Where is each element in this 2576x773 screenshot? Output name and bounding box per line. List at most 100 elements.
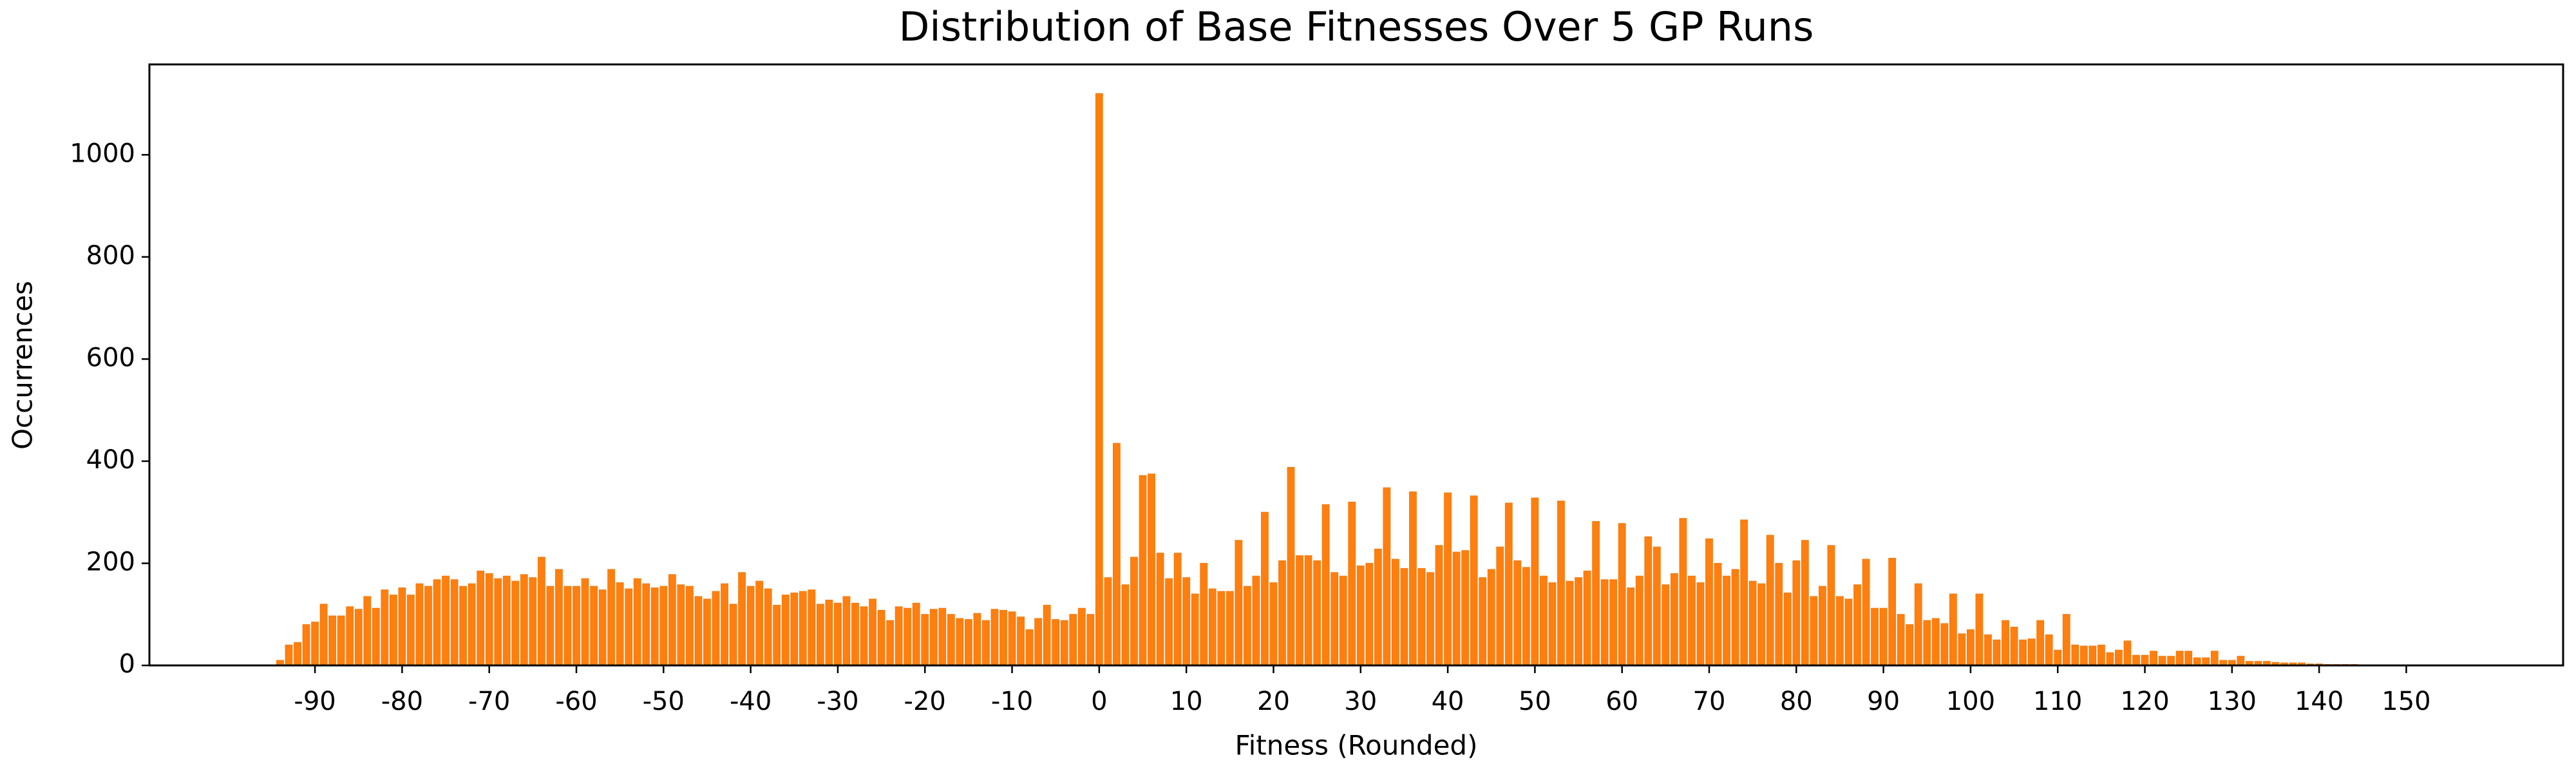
y-tick-label: 600: [86, 343, 135, 372]
bar: [721, 583, 728, 666]
bar: [2132, 654, 2140, 666]
y-tick-label: 1000: [70, 138, 135, 168]
bar: [1077, 607, 1086, 666]
bar: [1034, 618, 1043, 666]
bar: [633, 578, 641, 666]
bar: [2045, 634, 2053, 666]
bar: [1757, 583, 1766, 666]
bar: [659, 586, 668, 666]
bar: [311, 622, 319, 666]
bar: [1522, 567, 1530, 666]
bar: [1539, 575, 1548, 666]
bar: [2002, 620, 2009, 666]
bar: [2071, 644, 2079, 666]
bar: [1984, 634, 1992, 666]
bar: [1844, 598, 1853, 666]
bar: [468, 583, 476, 666]
bar: [746, 586, 755, 666]
bar: [1871, 607, 1879, 666]
y-tick-label: 800: [86, 241, 135, 271]
bar: [502, 575, 511, 666]
x-tick-label: -40: [730, 687, 772, 716]
bar: [372, 607, 380, 666]
bar: [842, 596, 851, 666]
bar: [982, 620, 990, 666]
bar: [929, 609, 938, 666]
bar: [1879, 607, 1888, 666]
bar: [1888, 558, 1897, 666]
x-tick-label: -10: [991, 687, 1033, 716]
bar: [1348, 501, 1356, 666]
bar: [1723, 575, 1730, 666]
x-tick-label: 130: [2208, 687, 2257, 716]
bar: [1313, 560, 1321, 666]
bar: [1156, 553, 1164, 666]
bar: [2175, 651, 2184, 666]
bar: [337, 615, 345, 666]
x-tick-label: -60: [555, 687, 597, 716]
x-tick-label: 140: [2295, 687, 2344, 716]
x-tick-label: 120: [2120, 687, 2169, 716]
x-tick-label: 0: [1091, 687, 1107, 716]
bar: [1365, 562, 1374, 666]
bar: [581, 578, 589, 666]
bar: [1287, 466, 1295, 666]
bar: [459, 586, 468, 666]
bar: [1740, 519, 1748, 666]
x-tick-label: -30: [817, 687, 858, 716]
bar: [1688, 575, 1696, 666]
bar: [433, 579, 441, 666]
bar: [1557, 501, 1565, 666]
x-tick-label: 60: [1605, 687, 1638, 716]
bar: [1696, 582, 1705, 666]
x-tick-label: 110: [2033, 687, 2082, 716]
bar: [607, 569, 616, 666]
plot-frame: [148, 63, 2564, 667]
bar: [1496, 546, 1504, 666]
bar: [938, 607, 947, 666]
bar: [1731, 569, 1739, 666]
bar: [1914, 583, 1922, 666]
bar: [1566, 580, 1574, 666]
bar: [354, 609, 363, 666]
bar: [1304, 555, 1312, 666]
bar: [1783, 592, 1792, 666]
bar: [895, 606, 903, 666]
bar: [1827, 545, 1835, 666]
bar: [685, 586, 694, 666]
bar: [1627, 587, 1635, 666]
bar: [1173, 553, 1182, 666]
x-tick-label: 40: [1432, 687, 1464, 716]
x-tick-label: -50: [643, 687, 685, 716]
bar: [1008, 611, 1016, 666]
bar: [1252, 575, 1260, 666]
bar: [1374, 548, 1382, 666]
bar: [650, 587, 659, 666]
bar: [328, 615, 337, 666]
bar: [1409, 491, 1417, 666]
bar: [1993, 639, 2001, 666]
bar: [1853, 584, 1861, 666]
bar: [2010, 627, 2018, 666]
bar: [2097, 644, 2105, 666]
bar: [1810, 596, 1818, 666]
bar: [398, 587, 406, 666]
bar: [1417, 568, 1426, 666]
bar: [781, 595, 790, 666]
bar: [1906, 624, 1914, 666]
bar: [1296, 555, 1303, 666]
bar: [712, 591, 720, 666]
bar: [1958, 633, 1966, 666]
bar: [1226, 591, 1234, 666]
bar: [1600, 579, 1609, 666]
bar: [590, 586, 598, 666]
chart-title: Distribution of Base Fitnesses Over 5 GP…: [899, 3, 1814, 50]
bar: [921, 614, 929, 666]
bar: [990, 609, 999, 666]
bar: [1975, 593, 1984, 666]
bar: [555, 569, 563, 666]
bar: [1121, 584, 1130, 666]
bar: [1208, 588, 1217, 666]
bar: [1504, 502, 1513, 666]
y-tick-label: 200: [86, 547, 135, 577]
